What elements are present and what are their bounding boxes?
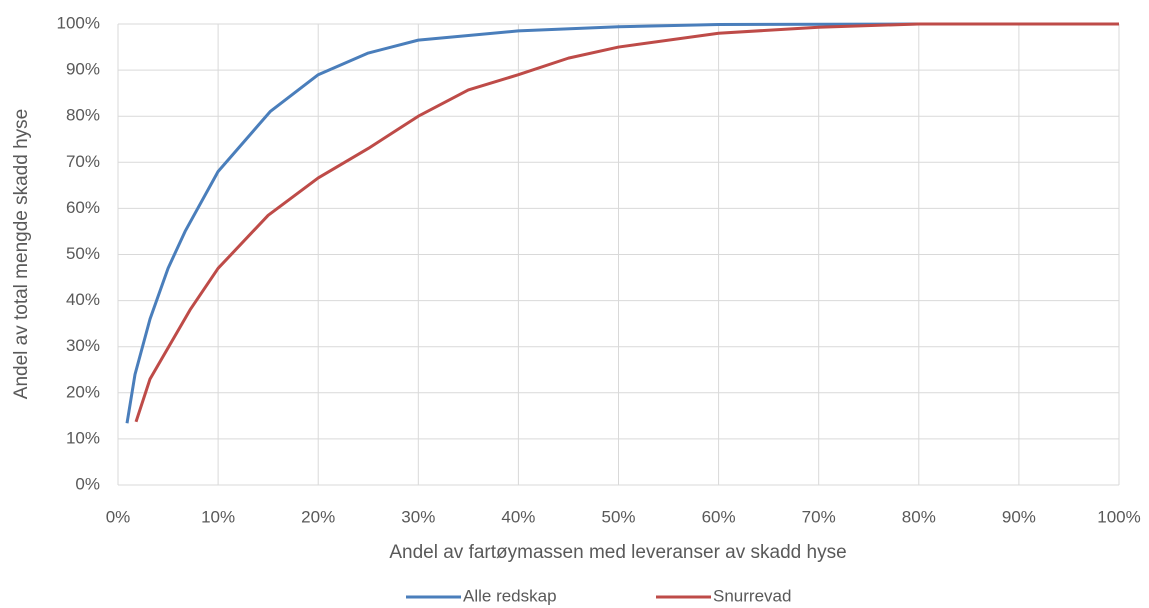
y-tick-label: 90% [66, 60, 100, 79]
x-tick-label: 100% [1097, 507, 1140, 526]
x-tick-label: 0% [106, 507, 131, 526]
y-axis-title: Andel av total mengde skadd hyse [11, 109, 32, 399]
line-series [134, 22, 1119, 423]
y-tick-label: 0% [75, 474, 100, 493]
y-tick-label: 40% [66, 290, 100, 309]
x-tick-label: 40% [501, 507, 535, 526]
y-tick-label: 50% [66, 244, 100, 263]
y-tick-label: 60% [66, 198, 100, 217]
x-tick-label: 80% [902, 507, 936, 526]
x-tick-label: 70% [802, 507, 836, 526]
x-tick-label: 20% [301, 507, 335, 526]
y-tick-label: 100% [57, 13, 100, 32]
x-tick-label: 60% [702, 507, 736, 526]
y-tick-label: 10% [66, 428, 100, 447]
x-tick-label: 30% [401, 507, 435, 526]
y-tick-label: 70% [66, 152, 100, 171]
x-tick-label: 90% [1002, 507, 1036, 526]
x-tick-label: 10% [201, 507, 235, 526]
y-tick-label: 20% [66, 382, 100, 401]
y-tick-label: 80% [66, 106, 100, 125]
x-tick-label: 50% [601, 507, 635, 526]
legend-label: Snurrevad [713, 586, 791, 605]
y-tick-label: 30% [66, 336, 100, 355]
line-series [125, 22, 1119, 424]
legend-label: Alle redskap [463, 586, 557, 605]
x-axis-title: Andel av fartøymassen med leveranser av … [389, 542, 846, 563]
